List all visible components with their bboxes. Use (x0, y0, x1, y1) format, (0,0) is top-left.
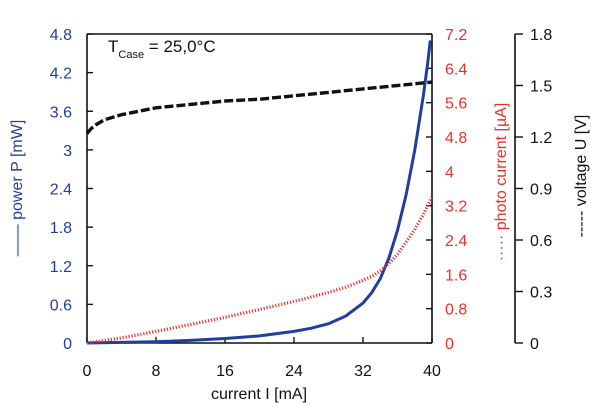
photo-tick-label: 5.6 (445, 96, 467, 113)
power-tick-label: 3 (63, 143, 72, 160)
power-tick-label: 1.2 (50, 259, 72, 276)
voltage-series-line (85, 80, 433, 135)
photo-tick-label: 2.4 (445, 233, 467, 250)
photo-tick-label: 4 (445, 164, 454, 181)
voltage-tick-label: 0.6 (530, 233, 552, 250)
photo-series-line (86, 196, 434, 345)
photo-tick-label: 0 (445, 336, 454, 353)
x-tick-label: 16 (216, 363, 234, 380)
x-tick-label: 32 (354, 363, 372, 380)
annotation-rest: = 25,0°C (144, 37, 216, 56)
x-axis-title: current I [mA] (211, 386, 307, 403)
voltage-tick-label: 0.9 (530, 182, 552, 199)
photo-tick-label: 1.6 (445, 267, 467, 284)
voltage-tick-label: 0.3 (530, 285, 552, 302)
photo-tick-label: 6.4 (445, 61, 467, 78)
power-tick-label: 0.6 (50, 297, 72, 314)
case-temperature-annotation: TCase = 25,0°C (108, 37, 216, 61)
photo-tick-label: 4.8 (445, 130, 467, 147)
series-group (85, 40, 434, 345)
voltage-tick-label: 1.5 (530, 79, 552, 96)
power-tick-label: 0 (63, 336, 72, 353)
power-axis-title: —— power P [mW] (9, 120, 26, 257)
annotation-main: T (108, 37, 118, 56)
power-tick-label: 1.8 (50, 220, 72, 237)
power-tick-label: 4.8 (50, 27, 72, 44)
photo-axis-title: ····· photo current [µA] (493, 103, 510, 262)
annotation-sub: Case (118, 49, 144, 61)
x-tick-label: 40 (423, 363, 441, 380)
x-tick-label: 8 (152, 363, 161, 380)
voltage-tick-label: 1.8 (530, 27, 552, 44)
photo-tick-label: 3.2 (445, 199, 467, 216)
axis-title-group: current I [mA] —— power P [mW] ····· phot… (9, 103, 590, 403)
power-tick-label: 3.6 (50, 104, 72, 121)
power-series-line (86, 40, 432, 345)
tick-label-group: 0 8 16 24 32 4000.61.21.82.433.64.24.800.81.6… (50, 27, 553, 380)
voltage-tick-label: 0 (530, 336, 539, 353)
x-tick-label: 24 (285, 363, 303, 380)
power-tick-label: 4.2 (50, 66, 72, 83)
x-tick-label: 0 (83, 363, 92, 380)
voltage-tick-label: 1.2 (530, 130, 552, 147)
power-tick-label: 2.4 (50, 182, 72, 199)
voltage-axis-title: ----- voltage U [V] (573, 115, 590, 238)
annotation-group: TCase = 25,0°C (108, 37, 216, 61)
photo-tick-label: 7.2 (445, 27, 467, 44)
photo-tick-label: 0.8 (445, 302, 467, 319)
frame-group (86, 33, 523, 344)
